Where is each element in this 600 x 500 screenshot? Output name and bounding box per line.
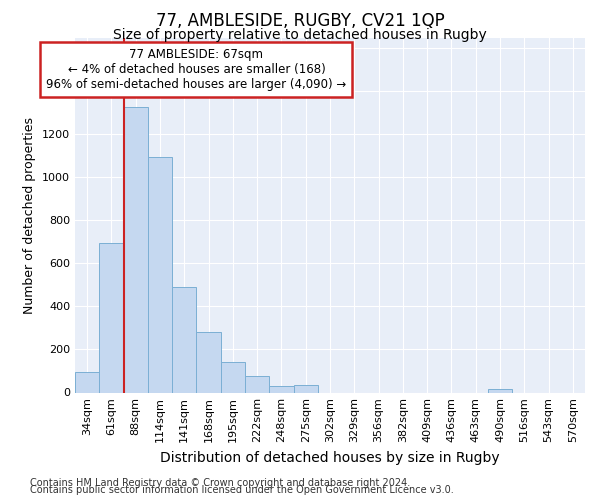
Text: Contains public sector information licensed under the Open Government Licence v3: Contains public sector information licen… [30,485,454,495]
Text: 77 AMBLESIDE: 67sqm
← 4% of detached houses are smaller (168)
96% of semi-detach: 77 AMBLESIDE: 67sqm ← 4% of detached hou… [46,48,347,92]
Bar [124,108,148,393]
Bar [196,332,221,392]
Y-axis label: Number of detached properties: Number of detached properties [23,116,37,314]
Bar [488,390,512,392]
Bar [293,385,318,392]
Text: Contains HM Land Registry data © Crown copyright and database right 2024.: Contains HM Land Registry data © Crown c… [30,478,410,488]
Text: Size of property relative to detached houses in Rugby: Size of property relative to detached ho… [113,28,487,42]
Bar [75,372,99,392]
Bar [148,157,172,392]
Text: 77, AMBLESIDE, RUGBY, CV21 1QP: 77, AMBLESIDE, RUGBY, CV21 1QP [155,12,445,30]
Bar [221,362,245,392]
Bar [269,386,293,392]
Bar [172,287,196,393]
X-axis label: Distribution of detached houses by size in Rugby: Distribution of detached houses by size … [160,451,500,465]
Bar [99,243,124,392]
Bar [245,376,269,392]
